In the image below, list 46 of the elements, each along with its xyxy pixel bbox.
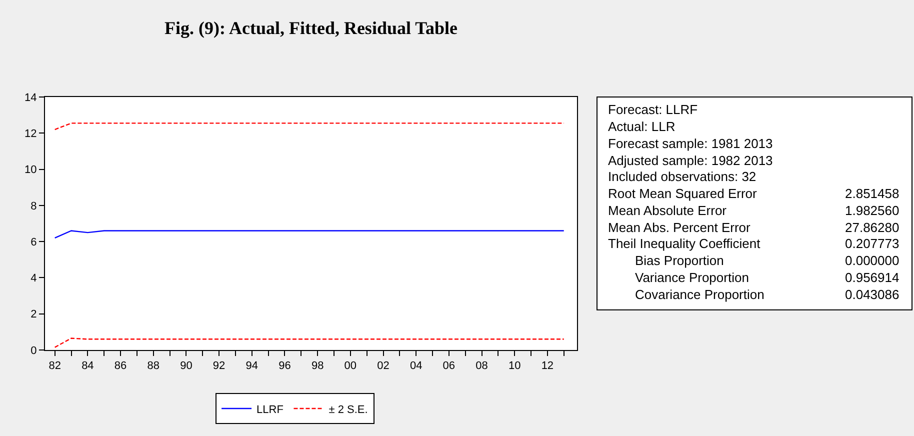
x-tick-label: 02 bbox=[377, 360, 390, 372]
category-label: Forecast sample: 1981 2013 bbox=[608, 136, 773, 151]
x-tick-label: 82 bbox=[48, 360, 61, 372]
category-label: Forecast: LLRF bbox=[608, 102, 698, 117]
legend-label: LLRF bbox=[256, 404, 284, 416]
y-tick-label: 12 bbox=[24, 128, 37, 140]
x-tick-label: 10 bbox=[508, 360, 521, 372]
x-tick-label: 96 bbox=[278, 360, 291, 372]
category-label: Included observations: 32 bbox=[608, 169, 756, 184]
category-label: Variance Proportion bbox=[635, 270, 749, 285]
text: 0.000000 bbox=[845, 253, 900, 268]
x-tick-label: 98 bbox=[311, 360, 324, 372]
x-tick-label: 88 bbox=[147, 360, 160, 372]
category-label: Mean Absolute Error bbox=[608, 203, 728, 218]
x-tick-label: 90 bbox=[180, 360, 192, 372]
y-tick-label: 4 bbox=[30, 272, 37, 285]
y-tick-label: 6 bbox=[30, 236, 37, 248]
category-label: Root Mean Squared Error bbox=[608, 186, 758, 201]
x-tick-label: 92 bbox=[212, 360, 226, 372]
chart-title: Fig. (9): Actual, Fitted, Residual Table bbox=[164, 18, 458, 38]
category-label: Bias Proportion bbox=[635, 253, 724, 268]
x-tick-label: 12 bbox=[541, 360, 554, 372]
y-tick-label: 2 bbox=[30, 308, 37, 321]
category-label: Covariance Proportion bbox=[635, 287, 764, 302]
text: 0.043086 bbox=[845, 287, 900, 302]
y-tick-label: 14 bbox=[24, 92, 37, 104]
text: 1.982560 bbox=[845, 203, 900, 218]
x-tick-label: 04 bbox=[410, 360, 422, 372]
y-tick-label: 0 bbox=[30, 344, 37, 357]
category-label: Mean Abs. Percent Error bbox=[608, 220, 752, 235]
x-tick-label: 86 bbox=[114, 360, 127, 372]
x-tick-label: 08 bbox=[476, 360, 488, 372]
x-tick-label: 94 bbox=[246, 360, 258, 372]
text: 27.86280 bbox=[845, 220, 900, 235]
text: 0.207773 bbox=[845, 236, 900, 251]
category-label: Actual: LLR bbox=[608, 119, 676, 134]
y-tick-label: 10 bbox=[24, 164, 37, 176]
x-tick-label: 06 bbox=[442, 360, 456, 372]
x-tick-label: 84 bbox=[82, 360, 94, 372]
y-tick-label: 8 bbox=[30, 200, 37, 212]
legend-label: ± 2 S.E. bbox=[328, 404, 368, 416]
x-tick-label: 00 bbox=[344, 360, 357, 372]
category-label: Adjusted sample: 1982 2013 bbox=[608, 153, 773, 168]
text: 2.851458 bbox=[845, 186, 900, 201]
category-label: Theil Inequality Coefficient bbox=[608, 236, 761, 251]
text: 0.956914 bbox=[845, 270, 900, 285]
